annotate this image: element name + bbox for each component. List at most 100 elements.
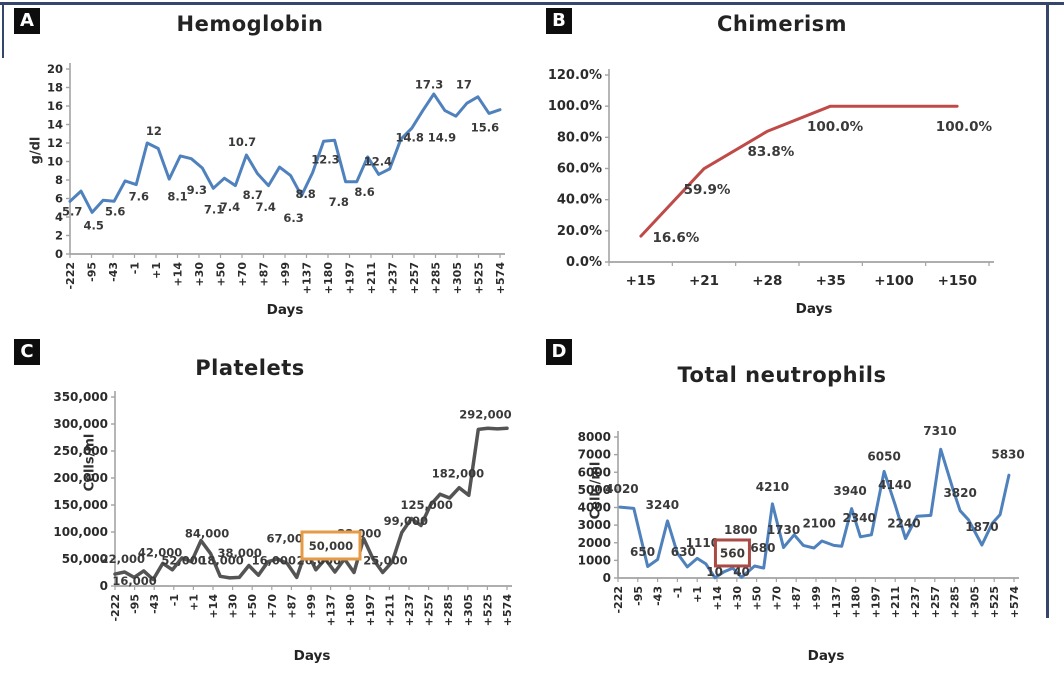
x-tick-label: +574 [501, 594, 514, 627]
data-label: 680 [750, 541, 775, 555]
x-tick-label: -222 [109, 594, 122, 622]
y-tick-label: 3000 [578, 518, 611, 532]
x-tick-label: +14 [711, 586, 724, 611]
y-tick-label: 18 [47, 81, 63, 95]
x-tick-label: +211 [383, 594, 396, 626]
x-tick-label: +30 [193, 262, 206, 287]
y-tick-label: 0 [55, 247, 63, 261]
highlighted-data-label: 50,000 [309, 539, 353, 553]
frame-border-right [1046, 2, 1049, 618]
x-tick-label: -1 [168, 594, 181, 606]
data-label: 8.8 [295, 187, 315, 201]
hemoglobin-chart-canvas: 0 2 4 6 8 10 12 14 16 18 20 -222 -95 -43 -1 +1 +14 +30 +50… [47, 62, 507, 295]
y-tick-label: 0 [603, 571, 611, 585]
chart-title-hemoglobin: Hemoglobin [176, 12, 324, 36]
y-tick-label: 6 [55, 192, 63, 206]
x-tick-label: +574 [494, 262, 507, 295]
data-label: 182,000 [432, 467, 484, 481]
data-label: 10 [706, 565, 723, 579]
highlight-box [713, 538, 751, 568]
data-label: 17.3 [415, 78, 443, 92]
data-label: 1800 [724, 523, 757, 537]
x-tick-label: +1 [691, 586, 704, 603]
y-tick-label: 1000 [578, 553, 611, 567]
data-label: 100.0% [807, 119, 864, 135]
x-tick-label: -1 [671, 586, 684, 598]
y-tick-label: 20 [47, 62, 63, 76]
series-line [618, 447, 1011, 580]
x-tick-label: +99 [305, 594, 318, 619]
x-axis-title-platelets: Days [293, 648, 331, 664]
x-tick-label: -95 [129, 594, 142, 614]
data-label: 292,000 [459, 407, 511, 421]
x-tick-label: +87 [790, 586, 803, 611]
x-tick-label: +137 [830, 586, 843, 618]
x-tick-label: -43 [652, 586, 665, 606]
panel-badge-a: A [14, 8, 40, 34]
panel-hemoglobin: A Hemoglobin g/dl 0 2 4 6 8 10 12 14 16 18 20 -222-… [0, 0, 532, 330]
data-label: 6050 [867, 449, 900, 463]
y-tick-label: 4000 [578, 501, 611, 515]
data-label: 7.4 [255, 200, 275, 214]
x-tick-label: +305 [462, 594, 475, 626]
y-tick-label: 2000 [578, 536, 611, 550]
data-label: 14.9 [428, 130, 456, 144]
x-tick-label: +1 [187, 594, 200, 611]
y-tick-label: 6000 [578, 465, 611, 479]
neutrophils-chart-canvas: 0 1000 2000 3000 4000 5000 6000 7000 8000 -222 -95… [578, 424, 1025, 618]
data-label: 5.6 [105, 204, 125, 218]
data-label: 16.6% [652, 230, 699, 246]
chart-title-neutrophils: Total neutrophils [677, 363, 887, 387]
x-axis-title-hemoglobin: Days [266, 302, 304, 318]
x-tick-label: +100 [874, 273, 914, 289]
y-tick-label: 200,000 [53, 471, 108, 485]
x-tick-label: +257 [408, 262, 421, 294]
x-tick-label: -95 [86, 262, 99, 282]
x-tick-label: +180 [344, 594, 357, 627]
data-label: 650 [630, 545, 655, 559]
x-tick-label: +35 [816, 273, 846, 289]
x-tick-label: +285 [430, 262, 443, 294]
y-tick-label: 250,000 [53, 444, 108, 458]
series-line [68, 92, 502, 214]
x-tick-label: +30 [227, 594, 240, 619]
y-tick-label: 12 [47, 136, 63, 150]
y-tick-label: 0 [100, 579, 108, 593]
y-tick-label: 150,000 [53, 498, 108, 512]
x-tick-label: -43 [148, 594, 161, 614]
data-label: 84,000 [185, 527, 229, 541]
y-tick-label: 100,000 [53, 525, 108, 539]
x-tick-label: +211 [365, 262, 378, 294]
x-tick-label: +15 [626, 273, 656, 289]
y-tick-label: 5000 [578, 483, 611, 497]
y-tick-label: 350,000 [53, 390, 108, 404]
highlighted-data-label: 560 [720, 546, 745, 560]
x-tick-label: +197 [344, 262, 357, 294]
x-tick-label: +305 [968, 586, 981, 618]
data-label: 2240 [887, 516, 920, 530]
x-tick-label: +21 [689, 273, 719, 289]
data-label: 7.8 [329, 195, 349, 209]
y-tick-label: 20.0% [557, 224, 602, 239]
data-label: 67,000 [266, 531, 310, 545]
data-label: 8.7 [243, 188, 263, 202]
x-tick-label: -222 [612, 586, 625, 614]
y-tick-label: 8000 [578, 430, 611, 444]
data-label: 59.9% [684, 182, 731, 198]
data-label: 15.6 [471, 120, 499, 134]
x-tick-label: +197 [869, 586, 882, 618]
data-label: 4020 [605, 482, 638, 496]
x-tick-label: +70 [266, 594, 279, 619]
data-label: 83.8% [747, 144, 794, 160]
data-label: 7.1 [204, 203, 224, 217]
data-label: 125,000 [400, 498, 452, 512]
y-tick-label: 80.0% [557, 130, 602, 145]
x-tick-label: +525 [473, 262, 486, 294]
data-label: 17 [456, 78, 472, 92]
x-tick-label: +525 [988, 586, 1001, 618]
data-label: 12.3 [311, 153, 339, 167]
data-label: 22,000 [101, 552, 145, 566]
x-tick-label: -1 [129, 262, 142, 274]
y-tick-label: 16 [47, 99, 63, 113]
x-axis-title-chimerism: Days [795, 301, 833, 317]
